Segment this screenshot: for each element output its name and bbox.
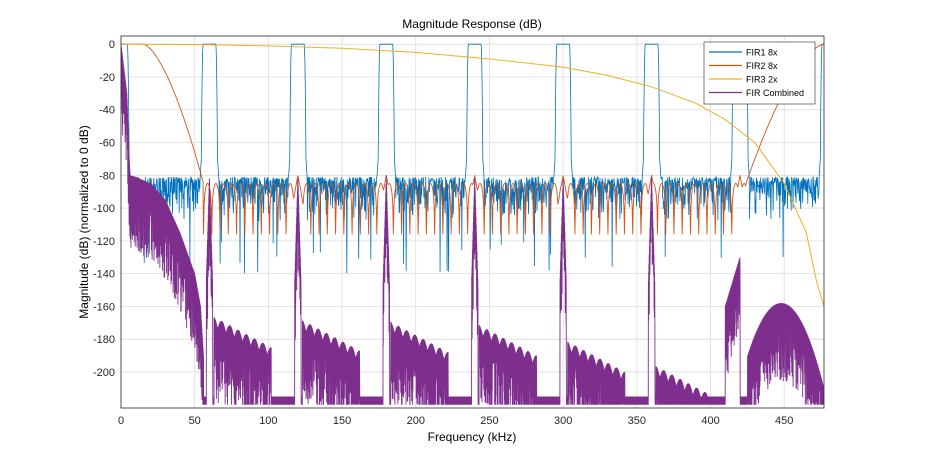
x-tick-label: 400 xyxy=(701,415,719,427)
x-tick-label: 450 xyxy=(775,415,793,427)
y-tick-label: -80 xyxy=(99,170,115,182)
y-tick-label: -20 xyxy=(99,72,115,84)
tick-labels: 0 50 100 150 200 250 300 350 400 450 0 -20 -40 -60 -80… xyxy=(93,39,793,427)
x-tick-label: 200 xyxy=(407,415,425,427)
y-tick-label: -200 xyxy=(93,367,115,379)
legend-entry: FIR Combined xyxy=(746,88,804,98)
x-tick-label: 0 xyxy=(118,415,124,427)
plot-frame xyxy=(120,35,825,409)
series-fir3-2x xyxy=(121,43,824,307)
x-tick-label: 350 xyxy=(628,415,646,427)
legend: FIR1 8x FIR2 8x FIR3 2x FIR Combined xyxy=(703,41,816,105)
y-tick-label: -60 xyxy=(99,138,115,150)
series-fir1-8x xyxy=(121,43,824,274)
x-tick-label: 300 xyxy=(554,415,572,427)
y-tick-label: -120 xyxy=(93,236,115,248)
x-tick-label: 250 xyxy=(480,415,498,427)
chart-title: Magnitude Response (dB) xyxy=(402,17,541,31)
series-fir2-8x xyxy=(121,43,824,235)
series-fir-combined xyxy=(121,44,824,405)
y-tick-label: -160 xyxy=(93,301,115,313)
x-axis-label: Frequency (kHz) xyxy=(428,430,517,444)
x-tick-label: 150 xyxy=(333,415,351,427)
legend-entry: FIR2 8x xyxy=(746,61,778,71)
y-tick-label: -40 xyxy=(99,105,115,117)
y-tick-label: 0 xyxy=(109,39,115,51)
y-tick-label: -180 xyxy=(93,334,115,346)
series-layer xyxy=(121,43,824,405)
legend-entry: FIR1 8x xyxy=(746,48,778,58)
x-tick-label: 100 xyxy=(259,415,277,427)
legend-entry: FIR3 2x xyxy=(746,75,778,85)
y-axis-label: Magnitude (dB) (normalized to 0 dB) xyxy=(77,125,91,318)
y-tick-label: -140 xyxy=(93,269,115,281)
y-tick-label: -100 xyxy=(93,203,115,215)
x-tick-label: 50 xyxy=(189,415,201,427)
